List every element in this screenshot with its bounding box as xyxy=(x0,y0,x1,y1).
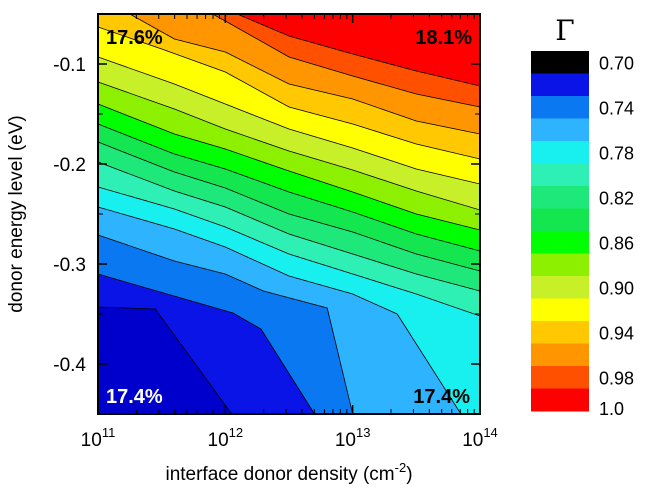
annotation-bottom-left: 17.4% xyxy=(106,386,163,408)
plot-area xyxy=(98,14,480,414)
y-axis: -0.1 -0.2 -0.3 -0.4 xyxy=(53,13,480,415)
colorbar-swatch xyxy=(531,208,589,232)
colorbar-swatch xyxy=(531,73,589,97)
colorbar-swatch xyxy=(531,231,589,254)
colorbar-swatch xyxy=(531,388,589,412)
colorbar: Γ 0.70 0.74 0.78 0.82 0.86 0.90 0.94 0.98 1.0 xyxy=(531,14,634,419)
colorbar-swatch xyxy=(531,163,589,187)
x-tick-label: 1012 xyxy=(208,425,244,451)
y-tick-label: -0.3 xyxy=(53,255,86,276)
colorbar-swatch xyxy=(531,51,589,74)
colorbar-title: Γ xyxy=(555,14,574,47)
colorbar-swatch xyxy=(531,186,589,209)
colorbar-label: 0.70 xyxy=(599,53,634,73)
colorbar-swatch xyxy=(531,366,589,389)
x-tick-label: 1011 xyxy=(81,425,116,451)
colorbar-swatch xyxy=(531,298,589,322)
colorbar-label: 0.86 xyxy=(599,233,634,253)
colorbar-label: 1.0 xyxy=(599,399,624,419)
corner-annotations: 17.6% 18.1% 17.4% 17.4% xyxy=(106,27,472,408)
annotation-top-left: 17.6% xyxy=(106,27,163,49)
colorbar-swatch xyxy=(531,343,589,367)
colorbar-swatch xyxy=(531,276,589,299)
y-tick-label: -0.1 xyxy=(53,55,86,76)
colorbar-label: 0.74 xyxy=(599,98,634,118)
annotation-top-right: 18.1% xyxy=(415,27,472,49)
colorbar-label: 0.94 xyxy=(599,323,634,343)
colorbar-swatch xyxy=(531,253,589,277)
colorbar-label: 0.90 xyxy=(599,278,634,298)
x-tick-label: 1013 xyxy=(335,425,371,451)
colorbar-swatch xyxy=(531,321,589,344)
x-axis: 1011 1012 1013 1014 xyxy=(81,14,498,451)
colorbar-swatch xyxy=(531,118,589,142)
colorbar-swatch xyxy=(531,96,589,119)
colorbar-label: 0.82 xyxy=(599,188,634,208)
y-tick-label: -0.4 xyxy=(53,355,86,376)
y-axis-title: donor energy level (eV) xyxy=(6,115,27,313)
x-tick-label: 1014 xyxy=(462,425,498,451)
contour-band-14 xyxy=(236,14,480,87)
x-axis-title: interface donor density (cm-2) xyxy=(165,460,412,485)
annotation-bottom-right: 17.4% xyxy=(413,386,470,408)
contour-bands xyxy=(98,14,480,414)
colorbar-swatch xyxy=(531,141,589,164)
y-tick-label: -0.2 xyxy=(53,155,86,176)
colorbar-label: 0.78 xyxy=(599,143,634,163)
colorbar-label: 0.98 xyxy=(599,368,634,388)
